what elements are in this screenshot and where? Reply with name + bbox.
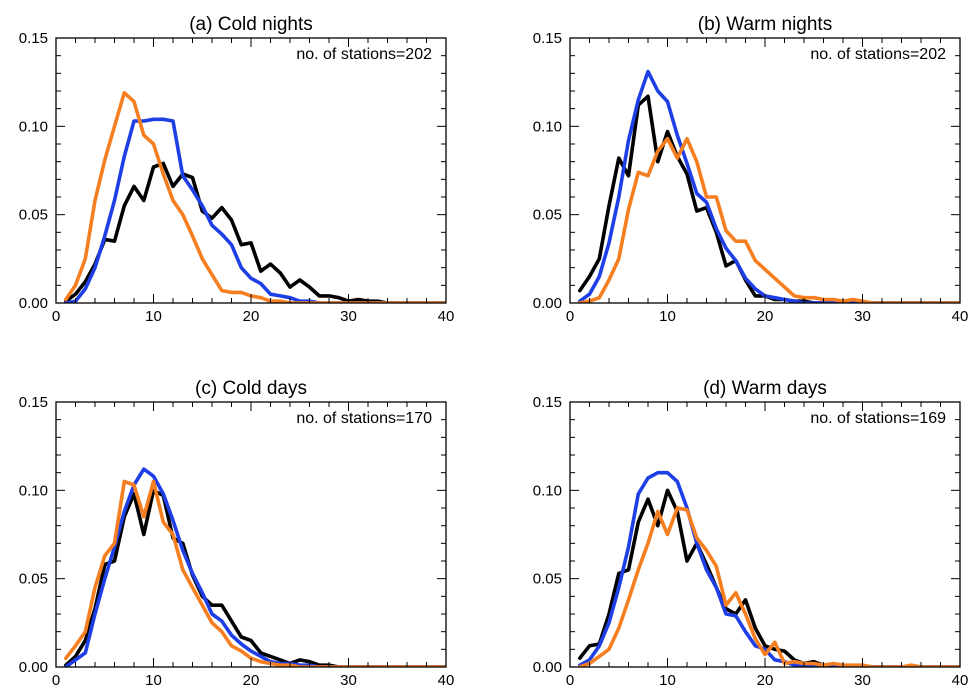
y-tick-label: 0.00 bbox=[533, 295, 562, 312]
x-tick-label: 0 bbox=[52, 672, 60, 689]
x-tick-label: 40 bbox=[952, 672, 969, 689]
x-tick-label: 20 bbox=[243, 308, 260, 325]
orange-line bbox=[577, 136, 960, 303]
series-group bbox=[64, 467, 446, 667]
y-tick-label: 0.15 bbox=[19, 394, 48, 411]
x-tick-label: 20 bbox=[757, 308, 774, 325]
y-tick-label: 0.15 bbox=[19, 30, 48, 47]
x-tick-label: 0 bbox=[566, 308, 574, 325]
black-line bbox=[64, 488, 446, 667]
series-group bbox=[577, 470, 960, 667]
x-tick-label: 10 bbox=[145, 672, 162, 689]
y-tick-label: 0.05 bbox=[19, 571, 48, 588]
blue-line bbox=[64, 117, 446, 303]
x-tick-label: 30 bbox=[854, 308, 871, 325]
x-tick-label: 30 bbox=[854, 672, 871, 689]
plot-frame bbox=[569, 401, 961, 668]
panel-title: (a) Cold nights bbox=[189, 14, 313, 35]
x-tick-label: 40 bbox=[438, 672, 455, 689]
series-group bbox=[577, 69, 960, 303]
x-tick-label: 0 bbox=[566, 672, 574, 689]
panel-title: (c) Cold days bbox=[195, 378, 307, 399]
station-count: no. of stations=202 bbox=[810, 46, 946, 63]
x-tick-label: 40 bbox=[438, 308, 455, 325]
x-tick-label: 30 bbox=[340, 672, 357, 689]
plot-frame bbox=[55, 37, 447, 304]
x-tick-label: 40 bbox=[952, 308, 969, 325]
x-tick-label: 30 bbox=[340, 308, 357, 325]
x-tick-label: 20 bbox=[757, 672, 774, 689]
y-tick-label: 0.10 bbox=[533, 482, 562, 499]
y-tick-label: 0.00 bbox=[533, 659, 562, 676]
panel-title: (d) Warm days bbox=[703, 378, 827, 399]
x-tick-label: 20 bbox=[243, 672, 260, 689]
y-tick-label: 0.00 bbox=[19, 659, 48, 676]
panel-1: (a) Cold nights no. of stations=202 0 10 20 3… bbox=[19, 14, 455, 325]
blue-line bbox=[64, 467, 446, 667]
station-count: no. of stations=170 bbox=[296, 410, 432, 427]
y-tick-label: 0.10 bbox=[533, 118, 562, 135]
x-tick-label: 10 bbox=[659, 308, 676, 325]
blue-line bbox=[577, 470, 960, 667]
orange-line bbox=[64, 479, 446, 667]
y-tick-label: 0.10 bbox=[19, 118, 48, 135]
y-tick-label: 0.05 bbox=[533, 207, 562, 224]
y-tick-label: 0.05 bbox=[19, 207, 48, 224]
x-tick-label: 10 bbox=[145, 308, 162, 325]
y-tick-label: 0.15 bbox=[533, 394, 562, 411]
x-tick-label: 0 bbox=[52, 308, 60, 325]
station-count: no. of stations=202 bbox=[296, 46, 432, 63]
series-group bbox=[64, 91, 446, 303]
y-tick-label: 0.00 bbox=[19, 295, 48, 312]
orange-line bbox=[64, 91, 446, 303]
panel-4: (d) Warm days no. of stations=169 0 10 20 30 4… bbox=[533, 378, 969, 689]
station-count: no. of stations=169 bbox=[810, 410, 946, 427]
y-tick-label: 0.10 bbox=[19, 482, 48, 499]
y-tick-label: 0.15 bbox=[533, 30, 562, 47]
panel-title: (b) Warm nights bbox=[698, 14, 832, 35]
y-tick-label: 0.05 bbox=[533, 571, 562, 588]
panel-3: (c) Cold days no. of stations=170 0 10 20 30 4… bbox=[19, 378, 455, 689]
blue-line bbox=[577, 69, 960, 303]
panel-2: (b) Warm nights no. of stations=202 0 10 20 3… bbox=[533, 14, 969, 325]
orange-line bbox=[577, 506, 960, 667]
x-tick-label: 10 bbox=[659, 672, 676, 689]
